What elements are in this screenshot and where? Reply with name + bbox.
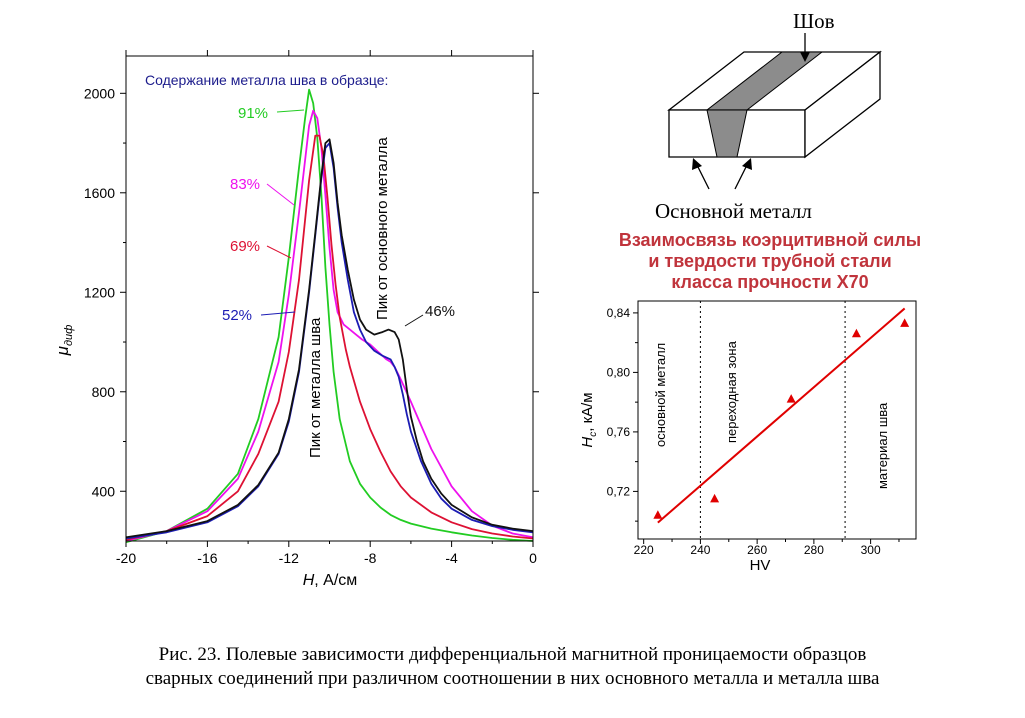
weld-seam-front	[706, 109, 748, 158]
inset-y-axis-sub: c	[588, 432, 599, 437]
main-x-axis-var: H	[303, 572, 315, 589]
pointer-52	[260, 311, 296, 316]
weld-schematic: Шов Основной металл	[655, 9, 882, 223]
main-plot-frame	[125, 55, 534, 542]
zone-label-weld: материал шва	[875, 402, 890, 489]
main-x-axis-label: H, А/см	[303, 572, 358, 589]
inset-x-tick-label: 240	[690, 543, 710, 557]
series-line-52	[125, 142, 534, 540]
block-side-face	[804, 50, 881, 159]
inset-ticks-group: 220 240 260 280 300 0,72 0,76 0,80 0,84	[607, 306, 900, 557]
inset-title: Взаимосвязь коэрцитивной силы и твердост…	[619, 230, 921, 292]
series-label-46: 46%	[425, 303, 455, 320]
base-metal-label: Основной металл	[655, 199, 812, 223]
main-chart: -20 -16 -12 -8 -4 0 400 800 1200 1600 2000 Содержа…	[53, 50, 539, 589]
inset-marks-group	[653, 301, 910, 539]
inset-y-tick-label: 0,84	[607, 306, 631, 320]
pointer-69	[266, 245, 292, 259]
main-y-tick-label: 1200	[84, 284, 115, 300]
main-y-axis-var: μ	[53, 345, 72, 356]
base-arrow-right-head	[742, 158, 752, 170]
caption-line-1: Рис. 23. Полевые зависимости дифференциа…	[158, 644, 867, 665]
main-y-tick-label: 1600	[84, 185, 115, 201]
inset-plot-frame	[637, 300, 917, 540]
main-x-tick-label: -4	[445, 550, 458, 566]
base-arrow-left-head	[692, 158, 702, 170]
inset-x-tick-label: 280	[804, 543, 824, 557]
series-label-91: 91%	[238, 105, 268, 122]
fit-line	[657, 307, 906, 524]
pointer-46	[404, 314, 424, 327]
main-y-tick-label: 2000	[84, 85, 115, 101]
main-x-tick-label: -20	[116, 550, 136, 566]
inset-x-tick-label: 260	[747, 543, 767, 557]
series-line-46	[125, 138, 534, 539]
main-x-tick-label: -8	[364, 550, 377, 566]
series-line-83	[125, 109, 534, 542]
main-y-tick-label: 400	[92, 483, 116, 499]
zone-label-transition: переходная зона	[724, 340, 739, 443]
inset-y-axis-var: H	[579, 437, 596, 448]
main-legend-title: Содержание металла шва в образце:	[145, 72, 388, 88]
annotation-weld-peak: Пик от металла шва	[307, 317, 324, 458]
inset-y-tick-label: 0,76	[607, 425, 631, 439]
series-label-69: 69%	[230, 238, 260, 255]
inset-y-axis-unit: , кА/м	[579, 392, 596, 431]
data-point-triangle	[851, 328, 861, 338]
inset-x-axis-label: HV	[750, 557, 771, 574]
caption-line-2: сварных соединений при различном соотнош…	[145, 668, 880, 689]
figure-caption: Рис. 23. Полевые зависимости дифференциа…	[0, 643, 1025, 691]
inset-x-tick-label: 220	[634, 543, 654, 557]
inset-chart: 220 240 260 280 300 0,72 0,76 0,80 0,84 основной…	[579, 300, 917, 574]
inset-x-tick-label: 300	[861, 543, 881, 557]
base-arrow-left	[696, 164, 710, 190]
pointer-91	[276, 109, 305, 113]
series-line-69	[125, 134, 534, 541]
series-line-91	[125, 88, 534, 544]
main-series-group	[125, 88, 534, 544]
main-y-tick-label: 800	[92, 384, 116, 400]
inset-title-line-2: и твердости трубной стали	[648, 251, 891, 271]
inset-y-axis-label: Hc, кА/м	[579, 392, 599, 447]
inset-title-line-3: класса прочности Х70	[671, 272, 868, 292]
annotation-base-metal-peak: Пик от основного металла	[374, 137, 391, 320]
series-label-83: 83%	[230, 176, 260, 193]
main-y-axis-sub: диф	[63, 325, 75, 346]
pointer-83	[266, 183, 295, 206]
data-point-triangle	[653, 510, 663, 519]
main-x-axis-unit: , А/см	[314, 572, 357, 589]
main-x-tick-label: 0	[529, 550, 537, 566]
zone-label-base-metal: основной металл	[653, 343, 668, 447]
data-point-triangle	[710, 493, 720, 503]
main-ticks-group: -20 -16 -12 -8 -4 0 400 800 1200 1600 2000	[84, 50, 539, 566]
main-x-tick-label: -12	[279, 550, 299, 566]
series-label-52: 52%	[222, 307, 252, 324]
base-arrow-right	[734, 164, 748, 190]
main-y-axis-label: μдиф	[53, 325, 75, 357]
inset-title-line-1: Взаимосвязь коэрцитивной силы	[619, 230, 921, 250]
inset-y-tick-label: 0,80	[607, 365, 631, 379]
main-x-tick-label: -16	[197, 550, 217, 566]
data-point-triangle	[900, 318, 910, 327]
inset-y-tick-label: 0,72	[607, 484, 631, 498]
seam-arrow-head	[800, 52, 810, 62]
data-point-triangle	[786, 394, 796, 403]
seam-label: Шов	[793, 9, 835, 33]
